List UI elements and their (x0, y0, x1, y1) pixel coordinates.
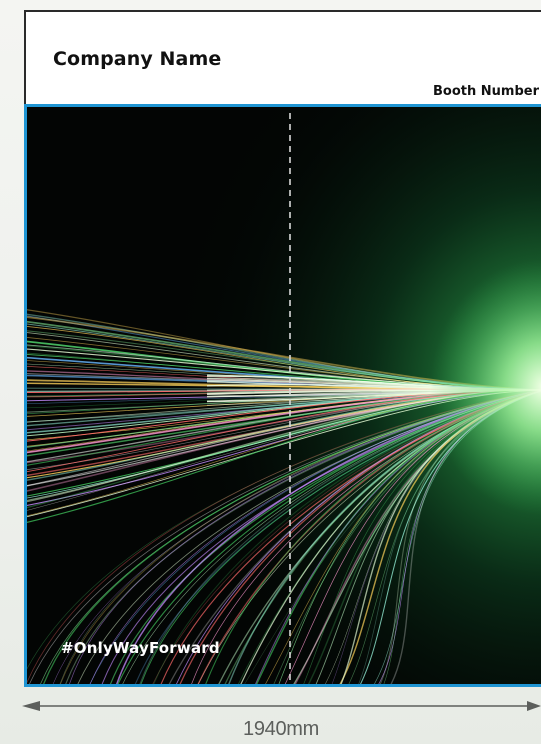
arrow-left-icon (22, 701, 40, 711)
hashtag-text: #OnlyWayForward (61, 639, 220, 657)
arrow-right-icon (527, 701, 541, 711)
graphic-panel: #OnlyWayForward (24, 104, 541, 687)
width-dimension-label: 1940mm (243, 718, 320, 740)
booth-number: Booth Number (433, 84, 539, 99)
header-fascia: Company Name Booth Number (24, 10, 541, 104)
company-name: Company Name (53, 48, 222, 70)
width-dimension-line (22, 701, 541, 711)
light-streaks-graphic (27, 107, 541, 684)
